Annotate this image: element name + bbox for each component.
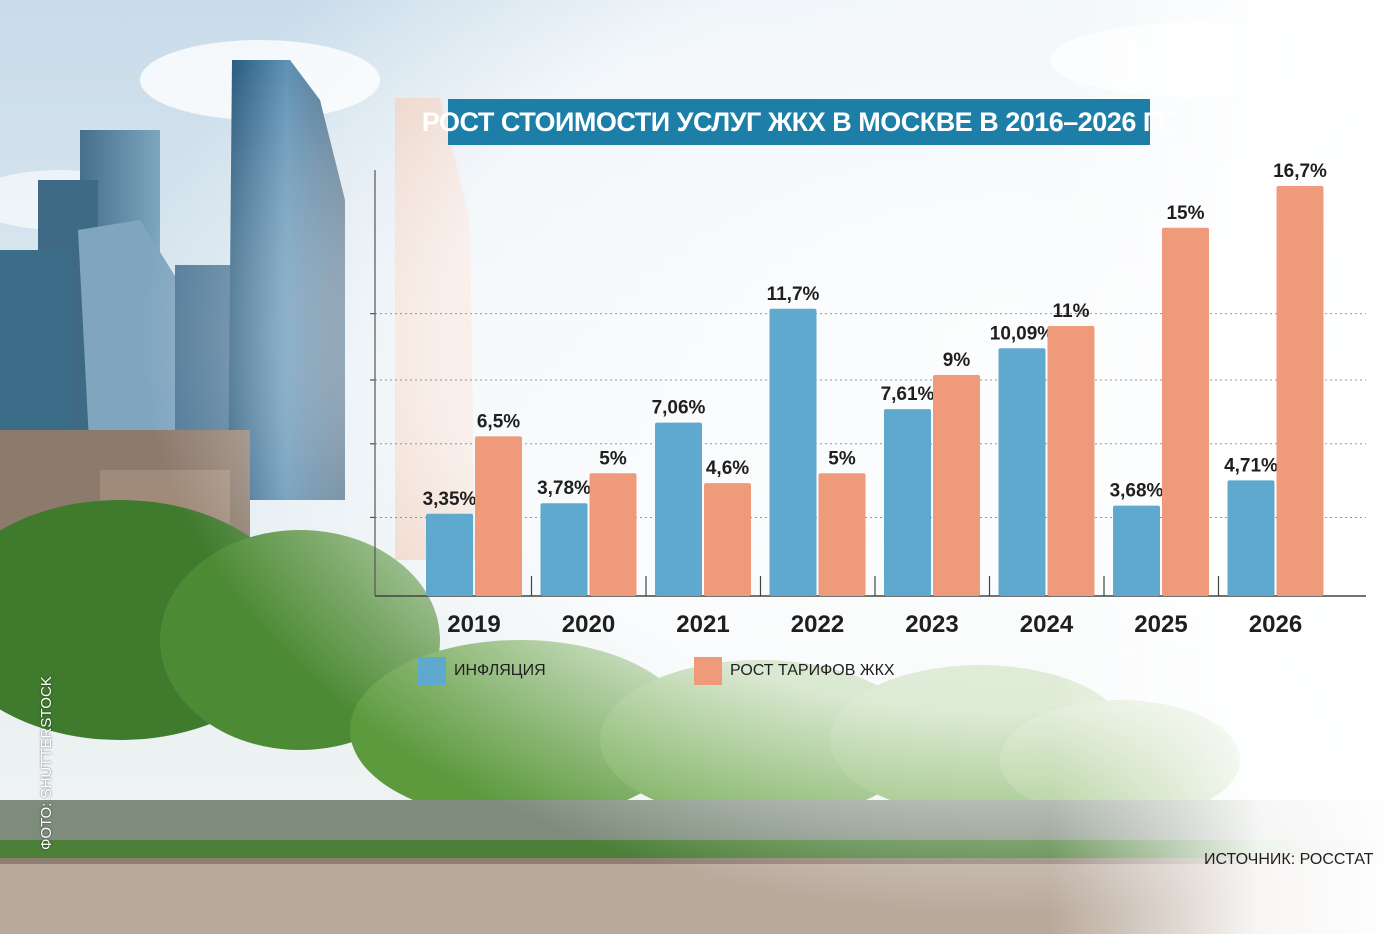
data-label-inflation: 7,06% [652, 398, 706, 419]
legend-swatch-tariff [694, 657, 722, 685]
data-label-inflation: 3,78% [537, 478, 591, 499]
x-tick-label: 2021 [676, 611, 729, 638]
data-label-tariff: 5% [828, 448, 856, 469]
x-tick-label: 2020 [562, 611, 615, 638]
legend-item-tariff: РОСТ ТАРИФОВ ЖКХ [694, 657, 895, 685]
data-label-inflation: 3,35% [423, 489, 477, 510]
title-banner: РОСТ СТОИМОСТИ УСЛУГ ЖКХ В МОСКВЕ В 2016… [422, 99, 1177, 145]
x-tick-label: 2019 [447, 611, 500, 638]
bar-tariff [818, 473, 866, 596]
bar-inflation [884, 409, 931, 596]
x-tick-label: 2023 [905, 611, 958, 638]
bar-inflation [998, 348, 1046, 596]
chart-title: РОСТ СТОИМОСТИ УСЛУГ ЖКХ В МОСКВЕ В 2016… [421, 106, 1177, 137]
source-credit: ИСТОЧНИК: РОССТАТ [1204, 851, 1374, 868]
data-label-inflation: 10,09% [990, 323, 1055, 344]
data-label-inflation: 7,61% [881, 384, 935, 405]
bar-inflation [426, 513, 473, 596]
x-tick-label: 2022 [791, 611, 844, 638]
data-label-tariff: 11% [1053, 301, 1090, 322]
data-label-tariff: 6,5% [477, 411, 520, 432]
data-label-tariff: 9% [943, 350, 971, 371]
data-label-tariff: 5% [599, 448, 627, 469]
bar-inflation [1227, 480, 1275, 596]
data-label-inflation: 3,68% [1110, 481, 1164, 502]
legend-label-inflation: ИНФЛЯЦИЯ [454, 662, 546, 679]
x-tick-label: 2026 [1249, 611, 1302, 638]
bar-inflation [1113, 505, 1160, 596]
data-label-tariff: 15% [1166, 203, 1204, 224]
bar-tariff [1276, 186, 1324, 596]
bar-tariff [1162, 227, 1209, 596]
bar-tariff [933, 375, 980, 596]
legend-item-inflation: ИНФЛЯЦИЯ [418, 657, 546, 685]
legend-swatch-inflation [418, 657, 446, 685]
legend-label-tariff: РОСТ ТАРИФОВ ЖКХ [730, 662, 895, 679]
x-tick-label: 2024 [1020, 611, 1074, 638]
bar-tariff [589, 473, 637, 596]
data-label-inflation: 11,7% [767, 284, 820, 305]
bar-inflation [655, 422, 702, 596]
data-label-tariff: 16,7% [1273, 161, 1327, 182]
data-label-inflation: 4,71% [1224, 455, 1278, 476]
photo-credit: ФОТО: SHUTTERSTOCK [38, 676, 55, 850]
bar-tariff [475, 436, 522, 596]
bar-inflation [540, 503, 588, 596]
data-label-tariff: 4,6% [706, 458, 749, 479]
bar-tariff [704, 483, 751, 596]
x-tick-label: 2025 [1134, 611, 1187, 638]
bar-inflation [769, 308, 817, 596]
bar-tariff [1047, 325, 1095, 596]
